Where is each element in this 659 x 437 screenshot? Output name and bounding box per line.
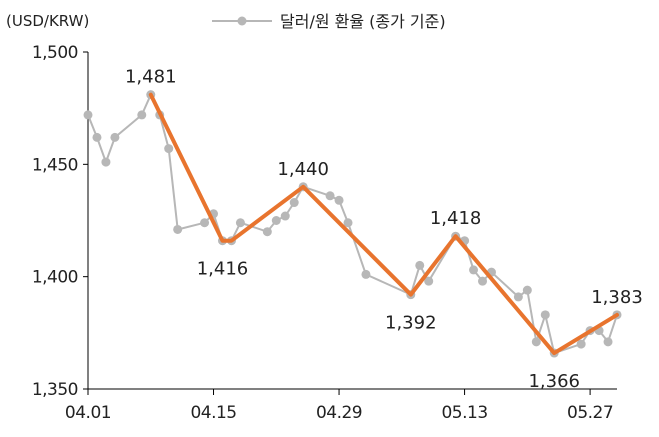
series-line [87,93,618,355]
data-label: 1,366 [528,371,580,392]
series-point [540,310,550,320]
series-point [343,218,353,228]
x-tick-label: 05.13 [441,403,487,423]
series-point [83,110,93,120]
series-point [603,337,613,347]
x-tick-label: 04.15 [190,403,236,423]
series-point [478,276,488,286]
series-layer [83,90,622,358]
series-point [424,276,434,286]
annotation-layer: 1,481 1,416 1,440 1,392 1,418 1,366 1,383 [125,67,643,392]
series-point [200,218,210,228]
series-point [576,339,586,349]
series-point [262,227,272,237]
y-tick-label: 1,350 [32,380,78,400]
data-label: 1,440 [277,159,329,180]
data-label: 1,481 [125,67,177,88]
series-point [164,144,174,154]
series-point [361,269,371,279]
series-point [522,285,532,295]
trend-layer [148,92,619,356]
axes [87,52,617,390]
x-tick-label: 04.29 [316,403,362,423]
series-point [280,211,290,221]
legend: 달러/원 환율 (종가 기준) [212,12,446,31]
series-point [92,132,102,142]
series-point [415,260,425,270]
series-point [173,224,183,234]
series-point [325,191,335,201]
series-point [101,157,111,167]
series-point [137,110,147,120]
y-axis-ticks: 1,500 1,450 1,400 1,350 [32,43,88,400]
data-label: 1,392 [385,313,437,334]
series-point [235,218,245,228]
series-point [469,265,479,275]
series-point [334,195,344,205]
x-axis-ticks: 04.01 04.15 04.29 05.13 05.27 [65,389,614,423]
series-point [513,292,523,302]
series-point [110,132,120,142]
series-point [289,198,299,208]
data-label: 1,418 [430,208,482,229]
legend-label: 달러/원 환율 (종가 기준) [280,12,446,31]
x-tick-label: 04.01 [65,403,111,423]
legend-marker-swatch [237,16,247,26]
data-label: 1,383 [591,287,643,308]
trend-line [148,92,619,356]
data-label: 1,416 [197,259,249,280]
x-tick-label: 05.27 [567,403,613,423]
series-point [271,216,281,225]
y-tick-label: 1,450 [32,155,78,175]
y-tick-label: 1,400 [32,268,78,288]
y-unit-label: (USD/KRW) [6,12,89,30]
y-tick-label: 1,500 [32,43,78,63]
series-point [531,337,541,347]
